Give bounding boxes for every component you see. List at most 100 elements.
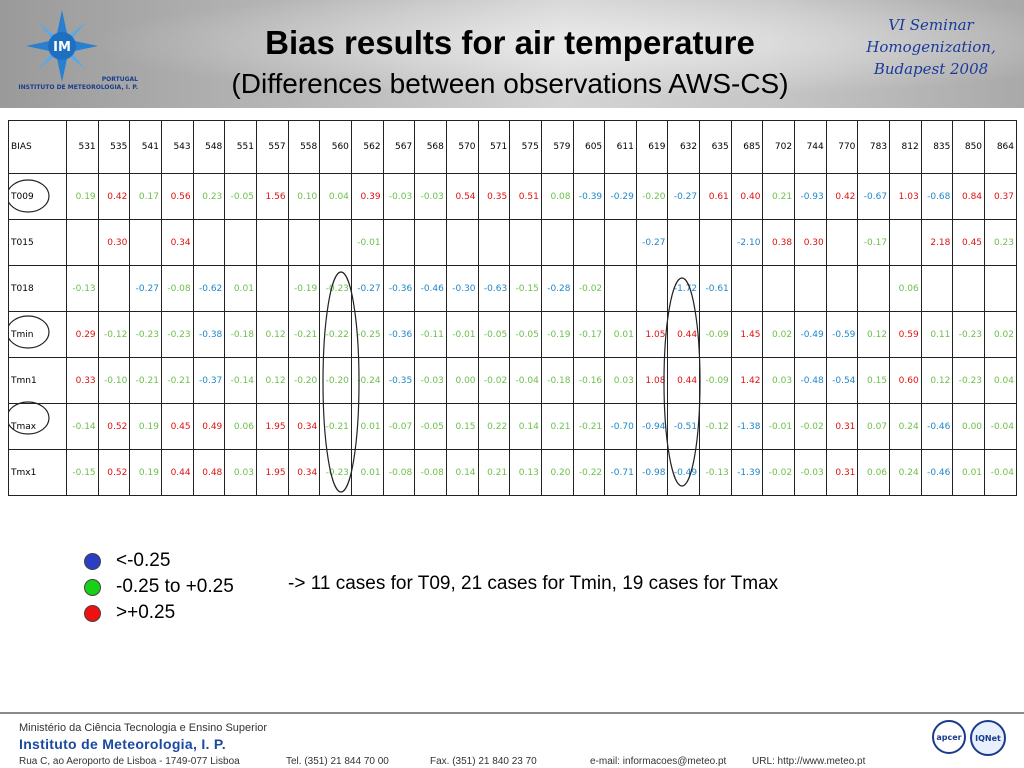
bias-cell: 2.18 bbox=[920, 219, 954, 266]
bias-cell: -0.04 bbox=[984, 403, 1017, 450]
bias-cell: -0.08 bbox=[160, 265, 194, 312]
bias-cell: 0.31 bbox=[825, 403, 859, 450]
bias-cell: -0.98 bbox=[635, 449, 669, 496]
color-legend: <-0.25 -0.25 to +0.25 >+0.25 bbox=[84, 548, 234, 626]
legend-label: >+0.25 bbox=[116, 602, 176, 623]
table-corner-label: BIAS bbox=[8, 120, 67, 174]
column-header: 548 bbox=[192, 120, 226, 174]
bias-cell: 0.37 bbox=[984, 173, 1017, 220]
column-header: 558 bbox=[287, 120, 321, 174]
bias-cell: -0.25 bbox=[350, 311, 384, 358]
legend-item-positive: >+0.25 bbox=[84, 600, 234, 626]
bias-cell: -1.72 bbox=[667, 265, 701, 312]
column-header: 744 bbox=[794, 120, 827, 174]
bias-cell: -0.04 bbox=[509, 357, 542, 404]
bias-cell bbox=[857, 265, 891, 312]
bias-cell bbox=[952, 265, 986, 312]
bias-cell: 0.11 bbox=[920, 311, 954, 358]
column-header: 570 bbox=[445, 120, 479, 174]
bias-cell: -0.21 bbox=[287, 311, 321, 358]
bias-cell bbox=[192, 219, 226, 266]
bias-cell bbox=[920, 265, 954, 312]
bias-cell: -0.63 bbox=[477, 265, 511, 312]
bias-cell: 0.42 bbox=[825, 173, 859, 220]
bias-cell bbox=[319, 219, 352, 266]
address-text: Rua C, ao Aeroporto de Lisboa - 1749-077… bbox=[19, 756, 240, 767]
bias-cell: -0.09 bbox=[699, 357, 732, 404]
column-header: 568 bbox=[414, 120, 447, 174]
bias-cell: 1.42 bbox=[730, 357, 764, 404]
bias-cell: -0.61 bbox=[699, 265, 732, 312]
ministry-name: Ministério da Ciência Tecnologia e Ensin… bbox=[19, 722, 268, 734]
bias-cell bbox=[414, 219, 447, 266]
row-label: Tmax bbox=[8, 403, 67, 450]
bias-cell: -0.08 bbox=[414, 449, 447, 496]
bias-cell: 0.12 bbox=[255, 311, 289, 358]
bias-cell: -0.11 bbox=[414, 311, 447, 358]
im-logo-icon: IM bbox=[26, 10, 98, 82]
bias-cell: -0.20 bbox=[287, 357, 321, 404]
table-header-row: BIAS 531 535 541 543 548 551 557 558 560 562 567 568… bbox=[8, 120, 1017, 174]
bias-cell: 0.15 bbox=[445, 403, 479, 450]
bias-cell: -0.48 bbox=[794, 357, 827, 404]
table-row: Tmax -0.14 0.52 0.19 0.45 0.49 0.06 1.95 0.34 -0.… bbox=[8, 403, 1017, 450]
bias-cell: -0.24 bbox=[350, 357, 384, 404]
logo-caption: PORTUGAL INSTITUTO DE METEOROLOGIA, I. P… bbox=[18, 76, 138, 91]
bias-cell: -0.04 bbox=[984, 449, 1017, 496]
bias-cell: 0.44 bbox=[667, 357, 701, 404]
column-header: 551 bbox=[224, 120, 257, 174]
bias-cell: -0.07 bbox=[382, 403, 416, 450]
bias-cell: -0.39 bbox=[572, 173, 606, 220]
table-row: T009 0.19 0.42 0.17 0.56 0.23 -0.05 1.56 0.10 0.0… bbox=[8, 173, 1017, 220]
bias-cell: 0.21 bbox=[540, 403, 574, 450]
website-link[interactable]: URL: http://www.meteo.pt bbox=[752, 756, 866, 767]
bias-cell: -0.21 bbox=[129, 357, 162, 404]
column-header: 850 bbox=[952, 120, 986, 174]
bias-cell: -0.29 bbox=[604, 173, 637, 220]
bias-cell: -0.49 bbox=[667, 449, 701, 496]
cases-note: -> 11 cases for T09, 21 cases for Tmin, … bbox=[288, 573, 779, 594]
bias-cell bbox=[382, 219, 416, 266]
bias-cell: -0.54 bbox=[825, 357, 859, 404]
bias-cell: -0.15 bbox=[66, 449, 99, 496]
bias-cell: -0.35 bbox=[382, 357, 416, 404]
bias-cell: 0.42 bbox=[97, 173, 131, 220]
email-link[interactable]: e-mail: informacoes@meteo.pt bbox=[590, 756, 727, 767]
column-header: 535 bbox=[97, 120, 131, 174]
bias-cell: 0.60 bbox=[889, 357, 922, 404]
bias-cell: 0.00 bbox=[445, 357, 479, 404]
row-label: Tmn1 bbox=[8, 357, 67, 404]
bias-cell: -0.19 bbox=[540, 311, 574, 358]
bias-cell: -0.16 bbox=[572, 357, 606, 404]
iqnet-badge-text: IQNet bbox=[975, 734, 1001, 743]
bias-cell: -0.13 bbox=[66, 265, 99, 312]
row-label: T015 bbox=[8, 219, 67, 266]
bias-cell: -0.23 bbox=[952, 311, 986, 358]
bias-cell: -0.23 bbox=[952, 357, 986, 404]
seminar-line: Homogenization, bbox=[866, 38, 996, 56]
bias-cell: -0.46 bbox=[920, 449, 954, 496]
bias-cell: 0.51 bbox=[509, 173, 542, 220]
bias-cell: 0.20 bbox=[540, 449, 574, 496]
bias-cell bbox=[540, 219, 574, 266]
bias-cell: 0.19 bbox=[129, 403, 162, 450]
slide-footer: Ministério da Ciência Tecnologia e Ensin… bbox=[0, 716, 1024, 768]
bias-cell: -0.23 bbox=[319, 265, 352, 312]
phone-text: Tel. (351) 21 844 70 00 bbox=[286, 756, 389, 767]
institute-name: Instituto de Meteorologia, I. P. bbox=[19, 736, 226, 752]
bias-cell: 0.24 bbox=[889, 403, 922, 450]
bias-cell: -0.15 bbox=[509, 265, 542, 312]
bias-cell: 1.56 bbox=[255, 173, 289, 220]
apcer-badge-text: apcer bbox=[936, 733, 961, 742]
seminar-line: VI Seminar bbox=[888, 16, 974, 34]
bias-cell: -0.22 bbox=[319, 311, 352, 358]
bias-cell: 0.01 bbox=[350, 403, 384, 450]
bias-cell: 0.59 bbox=[889, 311, 922, 358]
bias-cell: 0.24 bbox=[889, 449, 922, 496]
bias-cell bbox=[635, 265, 669, 312]
fax-text: Fax. (351) 21 840 23 70 bbox=[430, 756, 537, 767]
bias-cell bbox=[699, 219, 732, 266]
logo-text: IM bbox=[53, 40, 71, 55]
bias-cell: -0.02 bbox=[794, 403, 827, 450]
bias-cell: 0.04 bbox=[984, 357, 1017, 404]
